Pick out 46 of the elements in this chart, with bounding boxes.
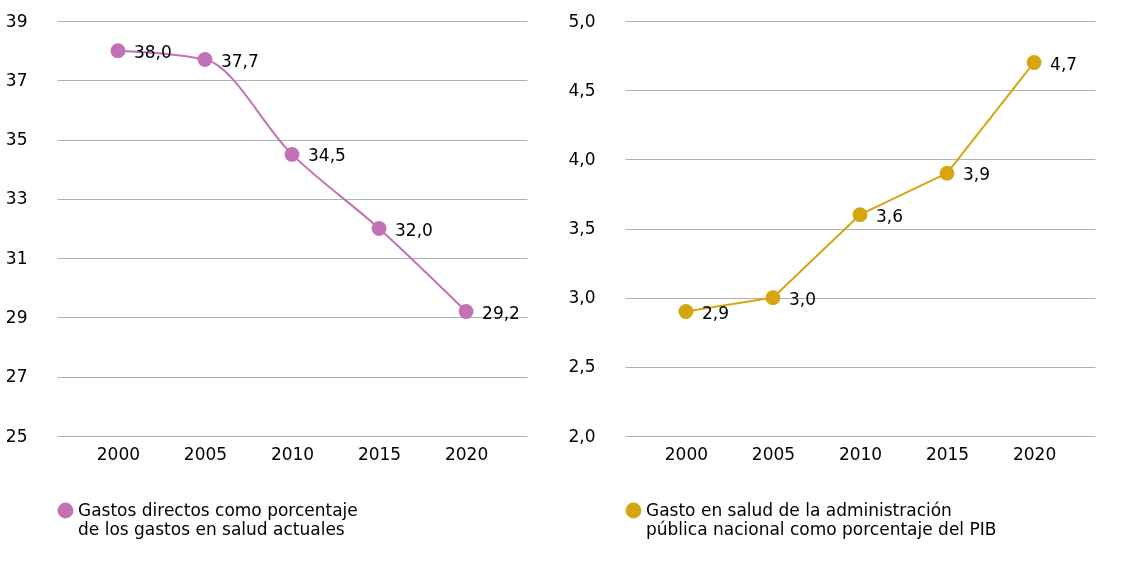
data-label: 32,0 (395, 219, 433, 240)
y-tick-label: 37 (5, 69, 28, 90)
y-tick-label: 2,5 (568, 356, 596, 377)
y-tick-label: 31 (5, 247, 28, 268)
data-label: 29,2 (482, 302, 520, 323)
y-tick-label: 5,0 (568, 10, 596, 31)
point (765, 290, 781, 306)
data-label: 34,5 (308, 145, 346, 166)
data-label: 3,0 (788, 288, 817, 309)
data-label: 3,9 (963, 164, 991, 185)
y-tick-label: 3,5 (568, 218, 596, 238)
y-tick-label: 33 (5, 188, 28, 209)
y-tick-label: 4,0 (568, 148, 596, 169)
y-tick-label: 25 (5, 425, 28, 446)
x-tick-label: 2020 (444, 443, 489, 464)
point (939, 165, 955, 181)
x-tick-label: 2010 (838, 443, 883, 464)
y-tick-label: 27 (5, 366, 28, 387)
point (110, 43, 126, 59)
y-tick-label: 2,0 (568, 425, 596, 446)
data-label: 37,7 (220, 50, 259, 71)
x-tick-label: 2000 (664, 443, 709, 464)
x-tick-label: 2000 (96, 443, 141, 464)
point (1026, 55, 1042, 70)
x-tick-label: 2005 (183, 443, 228, 464)
point (284, 146, 300, 162)
point (197, 52, 213, 67)
data-label: 2,9 (701, 302, 729, 323)
y-tick-label: 4,5 (568, 79, 596, 100)
x-tick-label: 2015 (925, 443, 970, 464)
legend-label: Gasto en salud de la administración pública nacional como porcentaje del PIB (646, 499, 997, 539)
point (458, 304, 474, 319)
legend-label: Gastos directos como porcentaje de los gastos en salud actuales (78, 499, 358, 539)
data-label: 3,6 (876, 205, 904, 226)
y-tick-label: 35 (5, 129, 28, 150)
point (678, 304, 694, 319)
data-label: 4,7 (1050, 53, 1078, 74)
y-tick-label: 3,0 (568, 287, 596, 308)
point (852, 207, 868, 223)
y-tick-label: 39 (5, 10, 28, 31)
x-tick-label: 2010 (270, 443, 315, 464)
x-tick-label: 2020 (1012, 443, 1057, 464)
x-tick-label: 2005 (751, 443, 796, 464)
x-tick-label: 2015 (357, 443, 402, 464)
point (371, 221, 387, 236)
y-tick-label: 29 (5, 306, 28, 327)
